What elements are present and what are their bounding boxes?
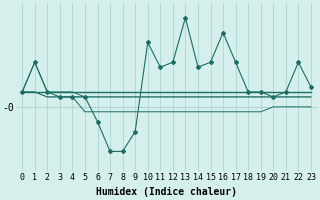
X-axis label: Humidex (Indice chaleur): Humidex (Indice chaleur)	[96, 187, 237, 197]
